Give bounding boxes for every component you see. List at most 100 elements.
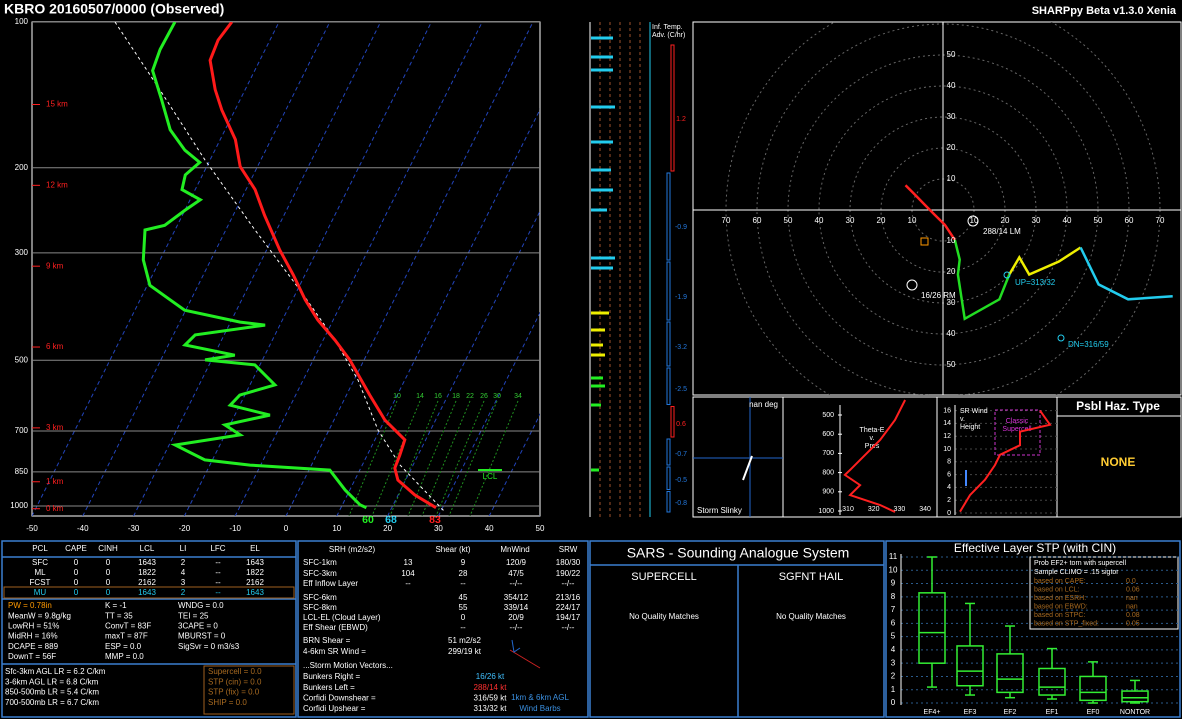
thermo-cell: 2162: [246, 578, 264, 587]
composite-index: STP (cin) = 0.0: [208, 677, 262, 686]
hodo-ring-label: 30: [846, 216, 855, 225]
mixing-ratio-line: [407, 400, 457, 516]
hodo-ring-label: 30: [947, 298, 956, 307]
slinky-frame: [692, 396, 784, 518]
inferred-layer-bar: [591, 376, 603, 380]
height-label: 9 km: [46, 261, 64, 270]
kinematic-value: 28: [459, 569, 468, 578]
composite-box: [203, 665, 295, 715]
advection-bar: [666, 172, 671, 261]
kinematic-value: 47/5: [508, 569, 524, 578]
kinematic-value: 9: [461, 558, 466, 567]
temp-tick-label: 20: [383, 524, 392, 533]
isotherm: [437, 311, 540, 516]
thermo-cell: 0: [106, 588, 111, 597]
stp-category: EF0: [1087, 709, 1100, 716]
supercell-range: [994, 409, 1041, 456]
thermo-index: TT = 35: [105, 611, 133, 620]
sr-height-label: 0: [947, 510, 951, 517]
thermo-cell: MU: [34, 588, 47, 597]
kinematic-value: --: [460, 579, 466, 588]
stp-legend-title: Prob EF2+ torn with supercell: [1034, 560, 1126, 567]
stp-legend-box: [1029, 556, 1179, 630]
temp-tick-label: -40: [77, 524, 89, 533]
up-label: UP=313/32: [1015, 278, 1056, 287]
kinematic-value: 120/9: [506, 558, 527, 567]
stp-ytick-label: 7: [891, 605, 896, 614]
rm-marker: [906, 279, 918, 291]
hodo-ring-label: 50: [1094, 216, 1103, 225]
isotherm: [285, 22, 534, 516]
thermo-cell: FCST: [30, 578, 51, 587]
hodo-ring-label: 10: [947, 174, 956, 183]
isotherm: [32, 22, 280, 516]
kinematic-value: 13: [404, 558, 413, 567]
version: SHARPpy Beta v1.3.0 Xenia: [1032, 5, 1177, 17]
thermo-cell: 4: [181, 568, 186, 577]
stp-frame: [885, 540, 1181, 718]
advection-bar: [666, 261, 671, 321]
thermo-index: DCAPE = 889: [8, 642, 59, 651]
storm-motion-value: 16/26 kt: [476, 672, 505, 681]
theta-e-ptick-label: 500: [822, 412, 834, 419]
height-label: 0 km: [46, 504, 64, 513]
storm-motion-value: 316/59 kt: [474, 694, 508, 703]
kinematic-value: --: [460, 623, 466, 632]
hodo-ring-label: 20: [1001, 216, 1010, 225]
hodo-ring-label: 40: [947, 329, 956, 338]
stp-ytick-label: 6: [891, 618, 896, 627]
hodo-ring-label: 20: [947, 143, 956, 152]
hodo-trace: [1008, 246, 1082, 277]
slinky-direction: nan deg: [749, 400, 778, 409]
barb-note: Wind Barbs: [519, 704, 560, 713]
kinematic-value: --/--: [510, 579, 523, 588]
sars-result: No Quality Matches: [629, 612, 699, 621]
hodo-ring-label: 50: [947, 50, 956, 59]
height-label: 3 km: [46, 423, 64, 432]
kinematic-header: SRH (m2/s2): [329, 545, 376, 554]
thermo-cell: 1643: [138, 558, 156, 567]
temp-tick-label: -30: [128, 524, 140, 533]
advection-bar: [666, 367, 671, 405]
stp-ytick-label: 10: [889, 565, 898, 574]
thermo-cell: --: [215, 568, 221, 577]
kinematic-label: Eff Shear (EBWD): [303, 623, 368, 632]
lapse-rate: 850-500mb LR = 5.4 C/km: [5, 688, 99, 697]
advection-value: 1.2: [676, 116, 686, 123]
kinematic-label: BRN Shear =: [303, 636, 351, 645]
isotherm: [133, 22, 382, 516]
kinematic-value: 180/30: [556, 558, 581, 567]
sars-result: No Quality Matches: [776, 612, 846, 621]
pressure-label: 850: [15, 467, 29, 476]
storm-motion-label: Corfidi Downshear =: [303, 694, 376, 703]
kinematic-value: --/--: [510, 623, 523, 632]
stp-ytick-label: 8: [891, 592, 896, 601]
hodo-trace: [1079, 246, 1173, 301]
inferred-layer-bar: [591, 208, 607, 212]
thermo-frame: [1, 540, 297, 718]
inferred-layer-bar: [591, 168, 611, 172]
mixing-ratio-label: 26: [480, 393, 488, 400]
mixing-ratio-line: [469, 400, 519, 516]
stp-legend-label: based on STP_fixed:: [1034, 620, 1099, 627]
stp-box: [1038, 667, 1066, 696]
stp-box: [996, 653, 1024, 694]
lm-label: 288/14 LM: [983, 227, 1021, 236]
kinematic-frame: [297, 540, 589, 718]
inferred-layer-bar: [591, 384, 605, 388]
thermo-cell: 0: [106, 558, 111, 567]
kinematic-value: 224/17: [556, 603, 581, 612]
hodo-ring-label: 40: [815, 216, 824, 225]
kinematic-label: Eff Inflow Layer: [303, 579, 358, 588]
hazard-value: NONE: [1101, 455, 1136, 469]
pressure-label: 300: [15, 248, 29, 257]
kinematic-value: 51 m2/s2: [448, 636, 481, 645]
thermo-cell: 0: [74, 558, 79, 567]
stp-ytick-label: 4: [891, 645, 896, 654]
pressure-label: 1000: [10, 501, 28, 510]
thermo-cell: --: [215, 558, 221, 567]
thermo-cell: ML: [34, 568, 46, 577]
height-label: 1 km: [46, 477, 64, 486]
hodo-ring-label: 30: [947, 112, 956, 121]
